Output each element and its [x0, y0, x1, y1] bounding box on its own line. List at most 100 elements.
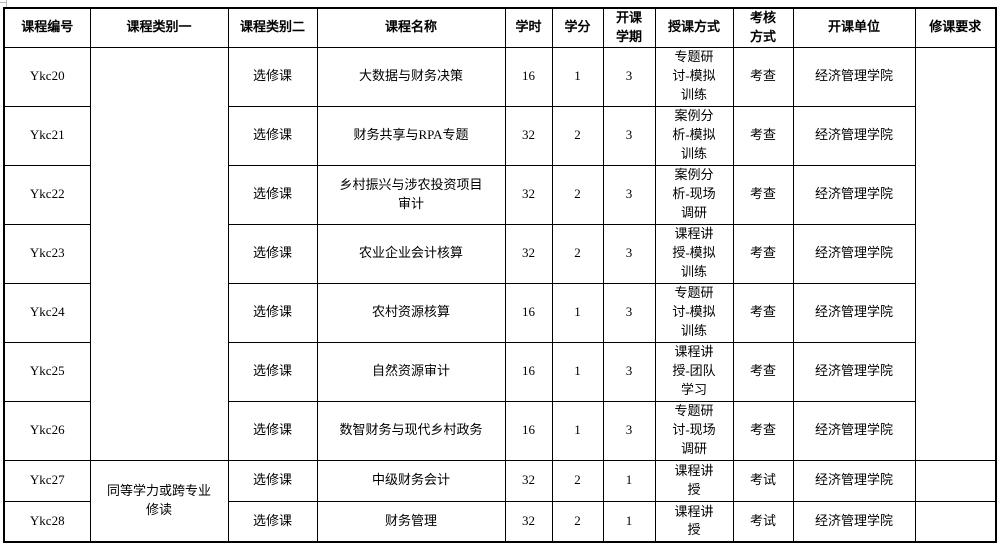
cell-teaching-method: 案例分 析-模拟 训练 — [654, 105, 734, 166]
cell-assessment: 考试 — [732, 459, 794, 502]
cell-credits: 2 — [551, 459, 604, 502]
cell-credits: 1 — [551, 46, 604, 107]
cell-category2: 选修课 — [227, 105, 318, 166]
cell-assessment: 考试 — [732, 500, 794, 543]
cell-course-code: Ykc22 — [3, 164, 91, 225]
cell-category2: 选修课 — [227, 341, 318, 402]
cell-unit: 经济管理学院 — [792, 105, 916, 166]
header-category1: 课程类别一 — [89, 7, 229, 48]
cell-course-name: 中级财务会计 — [316, 459, 506, 502]
cell-category2: 选修课 — [227, 459, 318, 502]
cell-unit: 经济管理学院 — [792, 46, 916, 107]
cell-semester: 3 — [602, 223, 656, 284]
cell-assessment: 考查 — [732, 341, 794, 402]
cell-hours: 32 — [504, 500, 553, 543]
cell-unit: 经济管理学院 — [792, 164, 916, 225]
cell-course-code: Ykc23 — [3, 223, 91, 284]
cell-assessment: 考查 — [732, 105, 794, 166]
course-table: 课程编号 课程类别一 课程类别二 课程名称 学时 学分 开课 学期 授课方式 考… — [3, 7, 997, 544]
gridline-fragment-vertical — [6, 0, 7, 8]
cell-course-code: Ykc21 — [3, 105, 91, 166]
cell-credits: 2 — [551, 105, 604, 166]
cell-unit: 经济管理学院 — [792, 459, 916, 502]
cell-assessment: 考查 — [732, 223, 794, 284]
cell-requirement-merged-empty — [914, 46, 997, 461]
cell-hours: 16 — [504, 341, 553, 402]
table-row-ykc21: Ykc21 选修课 财务共享与RPA专题 32 2 3 案例分 析-模拟 训练 … — [3, 105, 996, 166]
cell-unit: 经济管理学院 — [792, 400, 916, 461]
cell-hours: 32 — [504, 459, 553, 502]
cell-assessment: 考查 — [732, 164, 794, 225]
cell-credits: 2 — [551, 500, 604, 543]
table-row-ykc26: Ykc26 选修课 数智财务与现代乡村政务 16 1 3 专题研 讨-现场 调研… — [3, 400, 996, 461]
cell-hours: 32 — [504, 223, 553, 284]
cell-teaching-method: 专题研 讨-模拟 训练 — [654, 282, 734, 343]
cell-semester: 3 — [602, 282, 656, 343]
table-row-ykc28: Ykc28 选修课 财务管理 32 2 1 课程讲 授 考试 经济管理学院 — [3, 500, 997, 543]
cell-hours: 16 — [504, 282, 553, 343]
cell-hours: 16 — [504, 46, 553, 107]
cell-hours: 32 — [504, 164, 553, 225]
cell-teaching-method: 专题研 讨-现场 调研 — [654, 400, 734, 461]
header-assessment: 考核 方式 — [732, 7, 794, 48]
header-unit: 开课单位 — [792, 7, 916, 48]
table-row-ykc22: Ykc22 选修课 乡村振兴与涉农投资项目 审计 32 2 3 案例分 析-现场… — [3, 164, 996, 225]
cell-teaching-method: 专题研 讨-模拟 训练 — [654, 46, 734, 107]
cell-semester: 3 — [602, 400, 656, 461]
cell-semester: 3 — [602, 46, 656, 107]
cell-assessment: 考查 — [732, 400, 794, 461]
header-requirement: 修课要求 — [914, 7, 997, 48]
cell-course-name: 财务共享与RPA专题 — [316, 105, 506, 166]
cell-semester: 3 — [602, 164, 656, 225]
table-row-ykc25: Ykc25 选修课 自然资源审计 16 1 3 课程讲 授-团队 学习 考查 经… — [3, 341, 996, 402]
cell-course-name: 自然资源审计 — [316, 341, 506, 402]
gridline-fragment-horizontal — [0, 2, 7, 3]
cell-teaching-method: 课程讲 授-模拟 训练 — [654, 223, 734, 284]
cell-category2: 选修课 — [227, 282, 318, 343]
cell-category1-merged-label: 同等学力或跨专业 修读 — [89, 459, 229, 543]
cell-semester: 3 — [602, 341, 656, 402]
cell-requirement — [914, 500, 997, 543]
cell-course-code: Ykc20 — [3, 46, 91, 107]
cell-hours: 16 — [504, 400, 553, 461]
cell-course-name: 农业企业会计核算 — [316, 223, 506, 284]
cell-category2: 选修课 — [227, 400, 318, 461]
cell-assessment: 考查 — [732, 282, 794, 343]
cell-course-code: Ykc26 — [3, 400, 91, 461]
cell-semester: 1 — [602, 500, 656, 543]
table-row-ykc20: Ykc20 选修课 大数据与财务决策 16 1 3 专题研 讨-模拟 训练 考查… — [3, 46, 997, 461]
cell-course-code: Ykc27 — [3, 459, 91, 502]
cell-category1-merged-empty — [89, 46, 229, 461]
cell-course-name: 乡村振兴与涉农投资项目 审计 — [316, 164, 506, 225]
cell-credits: 1 — [551, 341, 604, 402]
header-semester: 开课 学期 — [602, 7, 656, 48]
header-teaching-method: 授课方式 — [654, 7, 734, 48]
cell-unit: 经济管理学院 — [792, 500, 916, 543]
header-row: 课程编号 课程类别一 课程类别二 课程名称 学时 学分 开课 学期 授课方式 考… — [3, 7, 997, 48]
header-category2: 课程类别二 — [227, 7, 318, 48]
cell-teaching-method: 课程讲 授 — [654, 500, 734, 543]
cell-unit: 经济管理学院 — [792, 282, 916, 343]
cell-credits: 2 — [551, 223, 604, 284]
header-credits: 学分 — [551, 7, 604, 48]
header-course-code: 课程编号 — [3, 7, 91, 48]
cell-course-code: Ykc24 — [3, 282, 91, 343]
cell-requirement — [914, 459, 997, 502]
header-course-name: 课程名称 — [316, 7, 506, 48]
cell-assessment: 考查 — [732, 46, 794, 107]
cell-credits: 2 — [551, 164, 604, 225]
cell-category2: 选修课 — [227, 223, 318, 284]
cell-course-name: 农村资源核算 — [316, 282, 506, 343]
cell-teaching-method: 课程讲 授-团队 学习 — [654, 341, 734, 402]
cell-category2: 选修课 — [227, 500, 318, 543]
cell-credits: 1 — [551, 400, 604, 461]
cell-semester: 3 — [602, 105, 656, 166]
cell-unit: 经济管理学院 — [792, 341, 916, 402]
cell-course-code: Ykc25 — [3, 341, 91, 402]
cell-course-name: 数智财务与现代乡村政务 — [316, 400, 506, 461]
cell-credits: 1 — [551, 282, 604, 343]
table-row-ykc23: Ykc23 选修课 农业企业会计核算 32 2 3 课程讲 授-模拟 训练 考查… — [3, 223, 996, 284]
table-row-ykc27: Ykc27 同等学力或跨专业 修读 选修课 中级财务会计 32 2 1 课程讲 … — [3, 459, 997, 543]
cell-course-name: 大数据与财务决策 — [316, 46, 506, 107]
